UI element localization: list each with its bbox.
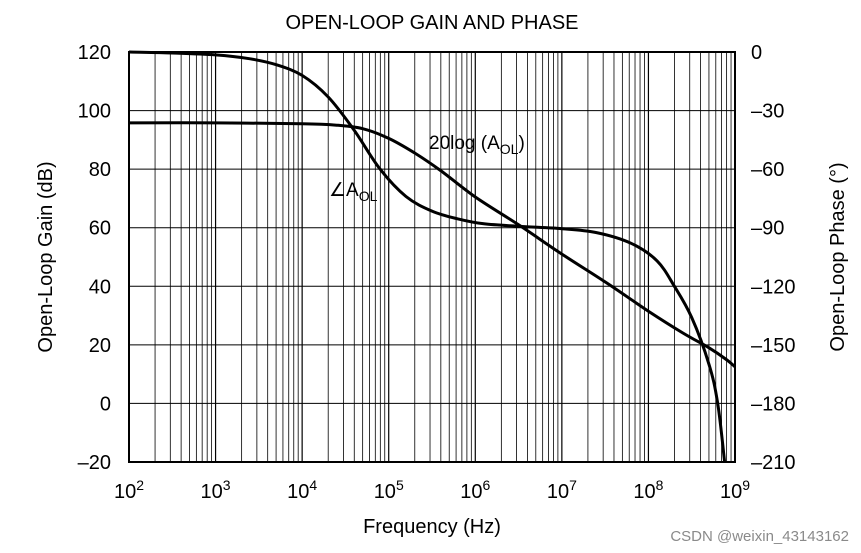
left-axis-ticks: 120 100 80 60 40 20 0 –20 — [78, 42, 111, 474]
x-tick-label: 105 — [374, 477, 404, 503]
x-tick-label: 104 — [287, 477, 317, 503]
phase-label-subscript: OL — [359, 188, 378, 204]
plot-grid — [128, 51, 735, 463]
phase-curve-label: ∠AOL — [329, 180, 378, 204]
y-tick-label: –20 — [78, 452, 111, 474]
y-tick-label: 100 — [78, 101, 111, 123]
watermark: CSDN @weixin_43143162 — [670, 528, 849, 545]
x-axis-ticks: 102 103 104 105 106 107 108 109 — [114, 477, 750, 503]
gain-label-subscript: OL — [500, 141, 519, 157]
y2-tick-label: –180 — [751, 393, 796, 415]
y-tick-label: 0 — [100, 393, 111, 415]
y2-tick-label: –60 — [751, 159, 784, 181]
phase-curve — [128, 50, 727, 463]
y-tick-label: 80 — [89, 159, 111, 181]
x-tick-label: 102 — [114, 477, 144, 503]
y2-tick-label: –150 — [751, 335, 796, 357]
gain-curve-label: 20log (AOL) — [429, 133, 525, 157]
x-tick-label: 106 — [460, 477, 490, 503]
x-tick-label: 109 — [720, 477, 750, 503]
gain-curve — [128, 121, 736, 368]
right-axis-ticks: 0 –30 –60 –90 –120 –150 –180 –210 — [751, 42, 796, 474]
plot-frame — [128, 51, 736, 463]
plot-curves — [128, 50, 736, 463]
x-tick-label: 108 — [633, 477, 663, 503]
y2-tick-label: –30 — [751, 101, 784, 123]
y-tick-label: 40 — [89, 276, 111, 298]
y2-tick-label: –120 — [751, 276, 796, 298]
y2-axis-label: Open-Loop Phase (°) — [827, 162, 849, 351]
y2-tick-label: –90 — [751, 218, 784, 240]
chart-title: OPEN-LOOP GAIN AND PHASE — [285, 12, 578, 34]
y2-tick-label: 0 — [751, 42, 762, 64]
y-tick-label: 120 — [78, 42, 111, 64]
y2-tick-label: –210 — [751, 452, 796, 474]
y-tick-label: 20 — [89, 335, 111, 357]
x-axis-label: Frequency (Hz) — [363, 516, 501, 538]
x-tick-label: 103 — [201, 477, 231, 503]
y-axis-label: Open-Loop Gain (dB) — [35, 161, 57, 352]
y-tick-label: 60 — [89, 218, 111, 240]
x-tick-label: 107 — [547, 477, 577, 503]
